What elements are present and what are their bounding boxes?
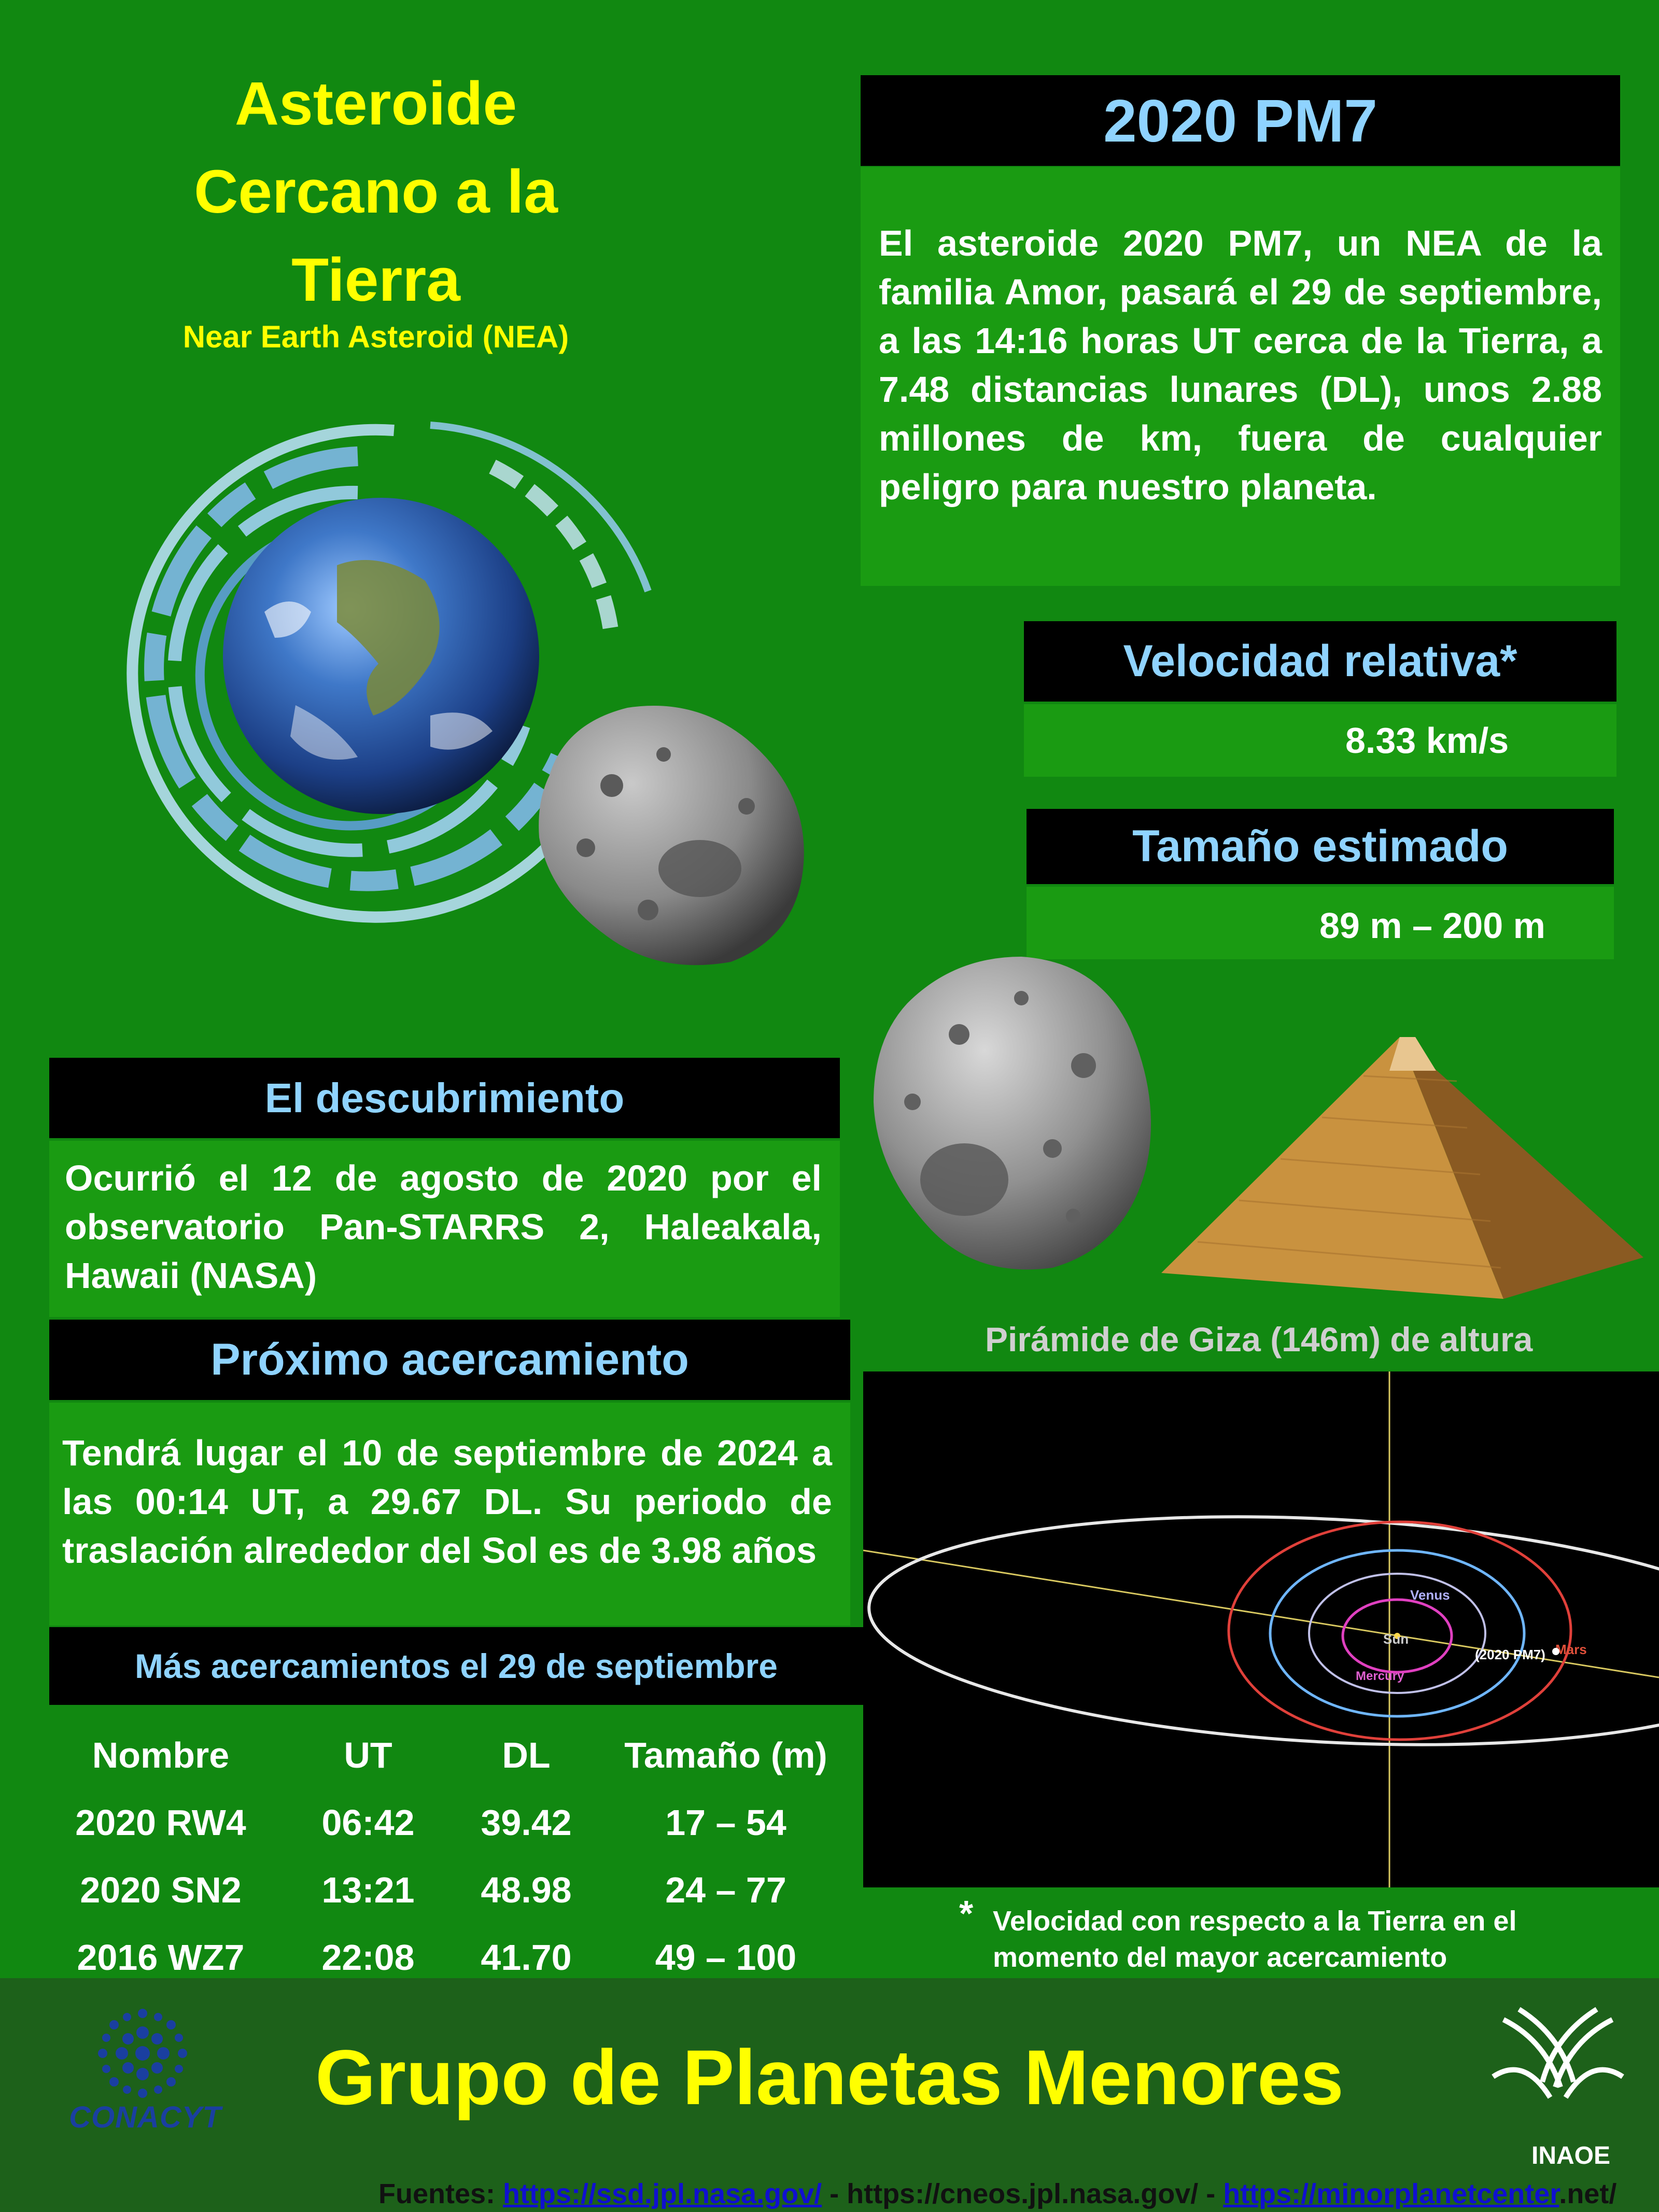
- main-title: Asteroide Cercano a la Tierra: [67, 60, 684, 324]
- asteroid-icon: [539, 706, 804, 965]
- table-cell: 39.42: [481, 1802, 572, 1843]
- main-subtitle: Near Earth Asteroid (NEA): [182, 319, 569, 354]
- column-header: UT: [344, 1735, 392, 1775]
- mars-label: Mars: [1555, 1642, 1587, 1657]
- table-cell: 2020 RW4: [75, 1802, 246, 1843]
- next-approach-text: Tendrá lugar el 10 de septiembre de 2024…: [49, 1403, 850, 1626]
- asteroid-marker: [1552, 1648, 1559, 1655]
- velocity-value: 8.33 km/s: [1024, 704, 1616, 777]
- next-approach-label: Próximo acercamiento: [49, 1320, 850, 1400]
- footer-band: [0, 1978, 1659, 2212]
- table-cell: 13:21: [321, 1870, 415, 1910]
- discovery-label: El descubrimiento: [49, 1058, 840, 1138]
- title-line-2: Cercano a la: [194, 158, 558, 226]
- mars-orbit: [1227, 1520, 1572, 1741]
- table-cell: 24 – 77: [665, 1870, 786, 1910]
- inaoe-logo-icon: [1492, 2007, 1624, 2099]
- sun-label: Sun: [1383, 1631, 1409, 1647]
- table-row: 2016 WZ7 22:08 41.70 49 – 100: [49, 1924, 863, 1991]
- pyramid-caption: Pirámide de Giza (146m) de altura: [985, 1320, 1533, 1359]
- pyramid-icon: [1161, 1037, 1643, 1299]
- sun-marker: [1394, 1633, 1400, 1639]
- velocity-label: Velocidad relativa*: [1024, 621, 1616, 702]
- asteroid-description: El asteroide 2020 PM7, un NEA de la fami…: [861, 167, 1620, 586]
- discovery-text: Ocurrió el 12 de agosto de 2020 por el o…: [49, 1141, 840, 1317]
- sources-line: Fuentes: https://ssd.jpl.nasa.gov/ - htt…: [378, 2178, 1659, 2210]
- footnote-star: *: [959, 1893, 974, 1934]
- table-header-row: Nombre UT DL Tamaño (m): [49, 1721, 863, 1789]
- table-cell: 48.98: [481, 1870, 572, 1910]
- table-cell: 2016 WZ7: [77, 1937, 245, 1978]
- source-link-jpl[interactable]: https://ssd.jpl.nasa.gov/: [503, 2178, 822, 2209]
- inaoe-label: INAOE: [1531, 2142, 1610, 2169]
- source-mpc-tail: .net/: [1559, 2178, 1617, 2209]
- footnote-text: Velocidad con respecto a la Tierra en el…: [993, 1906, 1517, 1973]
- orbit-diagram: Sun Venus Mercury (2020 PM7) Mars: [863, 1371, 1659, 1887]
- asteroid-orbit-label: (2020 PM7): [1475, 1647, 1545, 1662]
- mercury-label: Mercury: [1356, 1669, 1404, 1683]
- venus-label: Venus: [1410, 1587, 1450, 1603]
- footer-title: Grupo de Planetas Menores: [315, 2034, 1344, 2121]
- orbit-diagram-svg: Sun Venus Mercury (2020 PM7) Mars: [863, 1371, 1659, 1887]
- table-row: 2020 SN2 13:21 48.98 24 – 77: [49, 1856, 863, 1924]
- mercury-orbit: [1341, 1598, 1453, 1674]
- column-header: DL: [502, 1735, 551, 1775]
- venus-orbit: [1308, 1573, 1486, 1694]
- source-link-mpc[interactable]: https://minorplanetcenter: [1223, 2178, 1559, 2209]
- sources-prefix: Fuentes:: [378, 2178, 503, 2209]
- column-header: Nombre: [92, 1735, 230, 1775]
- table-row: 2020 RW4 06:42 39.42 17 – 54: [49, 1789, 863, 1856]
- table-cell: 17 – 54: [665, 1802, 786, 1843]
- table-cell: 2020 SN2: [80, 1870, 242, 1910]
- size-value: 89 m – 200 m: [1027, 887, 1614, 959]
- asteroid-icon: [874, 957, 1151, 1270]
- earth-icon: [126, 422, 652, 923]
- earth-orbit: [1269, 1549, 1526, 1718]
- conacyt-logo-icon: [98, 2009, 187, 2098]
- approaches-table: Nombre UT DL Tamaño (m) 2020 RW4 06:42 3…: [49, 1721, 863, 1991]
- more-approaches-label: Más acercamientos el 29 de septiembre: [49, 1627, 863, 1705]
- table-cell: 22:08: [321, 1937, 415, 1978]
- title-line-1: Asteroide: [234, 69, 517, 138]
- table-cell: 49 – 100: [655, 1937, 797, 1978]
- table-cell: 41.70: [481, 1937, 572, 1978]
- source-cneos: - https://cneos.jpl.nasa.gov/ -: [822, 2178, 1224, 2209]
- axis-line: [863, 1549, 1659, 1678]
- asteroid-name-header: 2020 PM7: [861, 75, 1620, 166]
- title-line-3: Tierra: [291, 246, 460, 314]
- table-cell: 06:42: [321, 1802, 415, 1843]
- asteroid-orbit: [867, 1515, 1659, 1746]
- column-header: Tamaño (m): [624, 1735, 827, 1775]
- size-label: Tamaño estimado: [1027, 809, 1614, 884]
- conacyt-label: CONACYT: [69, 2101, 221, 2134]
